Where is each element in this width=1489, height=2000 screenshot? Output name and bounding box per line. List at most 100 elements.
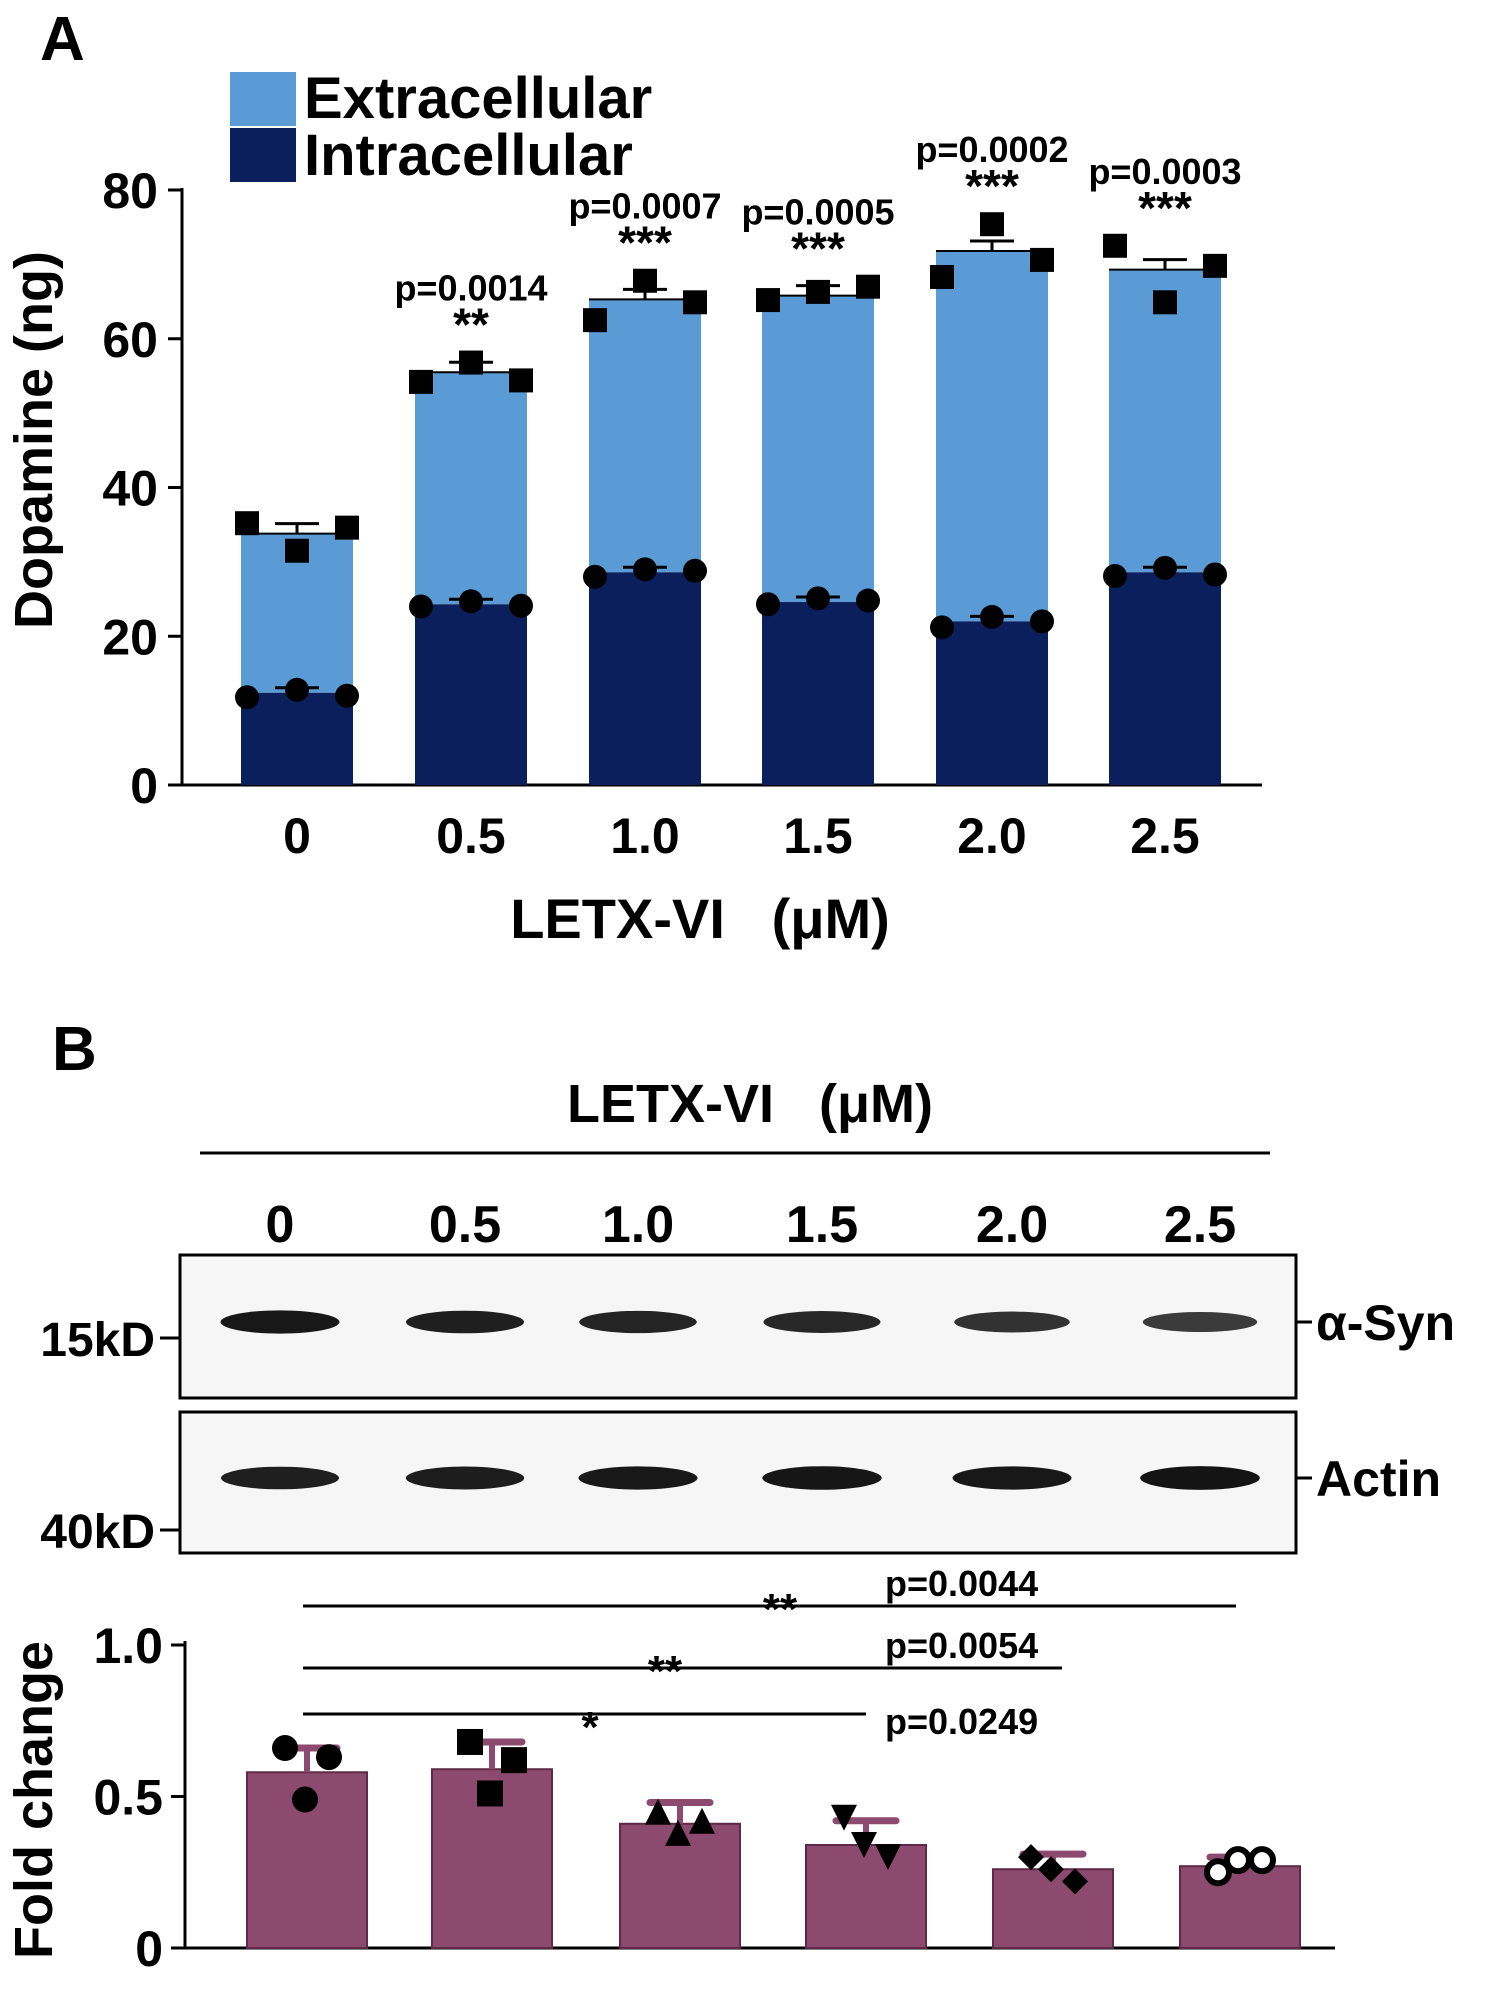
marker-label-1: 40kD bbox=[40, 1506, 155, 1559]
p-value-3: p=0.0002 bbox=[915, 129, 1068, 170]
fold-bar-3 bbox=[805, 1843, 927, 1949]
band-0-0 bbox=[220, 1310, 340, 1334]
fold-point-0-2 bbox=[292, 1786, 318, 1813]
fold-point-5-0 bbox=[1204, 1858, 1232, 1887]
point-intracellular-0-0 bbox=[235, 685, 259, 710]
fold-point-5-2 bbox=[1224, 1846, 1252, 1875]
lane-label-3: 1.5 bbox=[786, 1196, 858, 1254]
fold-y-tick-label-2: 1.0 bbox=[93, 1618, 163, 1674]
band-1-4 bbox=[952, 1466, 1072, 1490]
point-intracellular-5-1 bbox=[1153, 555, 1177, 580]
point-extracellular-1-0 bbox=[409, 369, 433, 394]
band-0-2 bbox=[579, 1310, 697, 1334]
fold-point-5-1 bbox=[1248, 1846, 1276, 1875]
protein-label-0: α-Syn bbox=[1316, 1295, 1455, 1351]
comparison-stars-0: ** bbox=[763, 1585, 798, 1634]
lane-label-1: 0.5 bbox=[429, 1196, 501, 1254]
bar-extracellular-5 bbox=[1109, 269, 1221, 573]
band-1-0 bbox=[221, 1466, 339, 1490]
band-0-5 bbox=[1142, 1311, 1258, 1333]
y-tick-label-4: 80 bbox=[102, 163, 158, 219]
band-0-4 bbox=[954, 1311, 1070, 1333]
fold-y-tick-label-0: 0 bbox=[135, 1921, 163, 1977]
fold-point-4-2 bbox=[1038, 1856, 1064, 1883]
y-tick-label-2: 40 bbox=[102, 461, 158, 517]
point-intracellular-2-2 bbox=[683, 558, 707, 583]
fold-point-2-2 bbox=[665, 1819, 691, 1846]
p-value-1: p=0.0007 bbox=[568, 186, 721, 227]
dopamine-chart: Extracellular Intracellular Dopamine (ng… bbox=[4, 66, 1262, 950]
significance-stars-4: *** bbox=[1138, 182, 1192, 234]
fold-point-2-1 bbox=[689, 1807, 715, 1834]
y-tick-label-1: 20 bbox=[102, 609, 158, 665]
point-intracellular-0-2 bbox=[335, 683, 359, 708]
fold-point-1-0 bbox=[457, 1728, 483, 1755]
blot-header: LETX-VI (μM) bbox=[567, 1074, 933, 1134]
point-extracellular-5-0 bbox=[1103, 233, 1127, 258]
band-1-3 bbox=[762, 1466, 882, 1490]
lane-label-4: 2.0 bbox=[976, 1196, 1048, 1254]
panel-a-label: A bbox=[40, 5, 85, 74]
x-axis-label: LETX-VI (μM) bbox=[510, 887, 890, 950]
point-extracellular-4-0 bbox=[930, 265, 954, 290]
bar-intracellular-5 bbox=[1109, 572, 1221, 785]
western-blot: LETX-VI (μM) 0 0.5 1.0 1.5 2.0 2.5 15kD α-Syn 40… bbox=[40, 1074, 1455, 1559]
point-extracellular-2-2 bbox=[683, 290, 707, 315]
legend: Extracellular Intracellular bbox=[230, 66, 652, 188]
legend-label-intracellular: Intracellular bbox=[304, 123, 633, 188]
fold-point-3-1 bbox=[875, 1844, 901, 1871]
band-1-5 bbox=[1140, 1466, 1260, 1490]
p-value-4: p=0.0003 bbox=[1088, 151, 1241, 192]
comparison-stars-2: * bbox=[581, 1703, 599, 1752]
panel-b-label: B bbox=[52, 1015, 97, 1084]
point-intracellular-2-1 bbox=[633, 557, 657, 582]
fold-point-0-0 bbox=[272, 1735, 298, 1762]
bar-extracellular-1 bbox=[415, 372, 527, 605]
x-tick-label-4: 2.0 bbox=[957, 808, 1027, 864]
point-extracellular-0-2 bbox=[335, 515, 359, 540]
x-tick-label-0: 0 bbox=[283, 808, 311, 864]
p-value-0: p=0.0014 bbox=[394, 268, 547, 309]
blot-box-0 bbox=[178, 1253, 1298, 1400]
point-intracellular-0-1 bbox=[285, 677, 309, 702]
fold-bar-4 bbox=[992, 1868, 1114, 1949]
point-intracellular-1-2 bbox=[509, 593, 533, 618]
point-intracellular-5-2 bbox=[1203, 562, 1227, 587]
fold-y-tick-label-1: 0.5 bbox=[93, 1770, 163, 1826]
significance-stars-1: *** bbox=[618, 217, 672, 269]
point-extracellular-3-1 bbox=[806, 279, 830, 304]
fold-bar-5 bbox=[1179, 1865, 1301, 1949]
band-1-1 bbox=[405, 1466, 525, 1490]
point-extracellular-5-2 bbox=[1203, 253, 1227, 278]
point-intracellular-4-0 bbox=[930, 615, 954, 640]
marker-label-0: 15kD bbox=[40, 1314, 155, 1367]
fold-point-0-1 bbox=[316, 1744, 342, 1771]
point-extracellular-0-0 bbox=[235, 511, 259, 536]
point-intracellular-4-1 bbox=[980, 604, 1004, 629]
point-intracellular-1-1 bbox=[459, 589, 483, 614]
fold-point-4-1 bbox=[1062, 1868, 1088, 1895]
legend-swatch-intracellular bbox=[230, 128, 296, 182]
significance-stars-3: *** bbox=[965, 160, 1019, 212]
point-extracellular-4-1 bbox=[980, 212, 1004, 237]
bar-intracellular-2 bbox=[589, 572, 701, 785]
point-intracellular-5-0 bbox=[1103, 564, 1127, 589]
bar-extracellular-3 bbox=[762, 295, 874, 603]
point-extracellular-3-2 bbox=[856, 274, 880, 299]
comparison-p-2: p=0.0249 bbox=[885, 1701, 1038, 1742]
comparison-p-1: p=0.0054 bbox=[885, 1625, 1038, 1666]
point-extracellular-1-2 bbox=[509, 368, 533, 393]
y-tick-label-3: 60 bbox=[102, 312, 158, 368]
point-intracellular-3-1 bbox=[806, 586, 830, 611]
legend-swatch-extracellular bbox=[230, 72, 296, 126]
lane-label-0: 0 bbox=[266, 1196, 295, 1254]
fold-point-3-2 bbox=[851, 1831, 877, 1858]
bar-intracellular-0 bbox=[241, 692, 353, 785]
band-1-2 bbox=[578, 1466, 698, 1490]
point-extracellular-2-0 bbox=[583, 308, 607, 333]
significance-stars-2: *** bbox=[791, 223, 845, 275]
fold-y-axis-label: Fold change bbox=[4, 1641, 64, 1959]
point-extracellular-0-1 bbox=[285, 538, 309, 563]
fold-change-chart: Fold change 0 0.5 1.0 ** p=0.0044 ** p=0.0054 *… bbox=[4, 1563, 1335, 1977]
